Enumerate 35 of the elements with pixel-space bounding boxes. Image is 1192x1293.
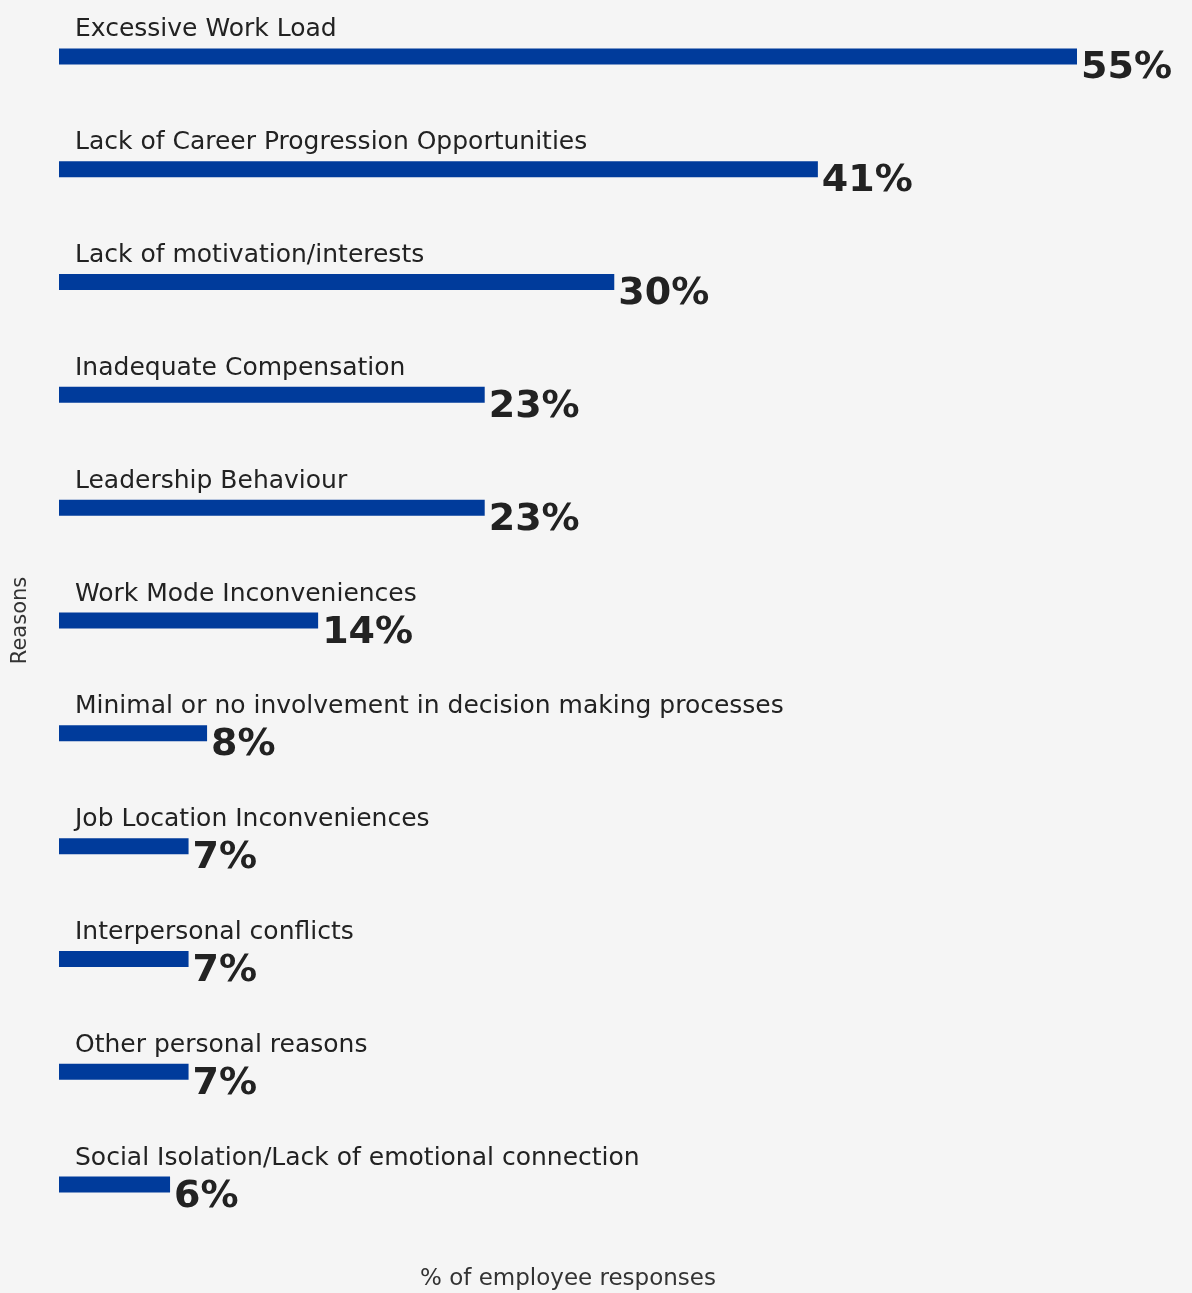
bar [59, 274, 615, 291]
y-tick-label: Inadequate Compensation [75, 351, 406, 381]
y-tick-label: Lack of motivation/interests [75, 239, 425, 269]
y-tick-label: Leadership Behaviour [75, 464, 348, 494]
data-label: 41% [821, 156, 913, 201]
y-tick-label: Job Location Inconveniences [73, 803, 430, 833]
bar [59, 950, 189, 967]
y-tick-label: Other personal reasons [75, 1028, 368, 1058]
data-label: 7% [192, 833, 258, 878]
bar [59, 499, 485, 516]
y-axis-title: Reasons [6, 576, 31, 665]
data-label: 8% [211, 720, 276, 765]
data-label: 6% [174, 1171, 239, 1216]
data-label: 7% [192, 1058, 258, 1103]
data-label: 23% [488, 494, 580, 539]
bar [59, 1063, 189, 1080]
bar [59, 612, 319, 629]
data-label: 7% [192, 945, 258, 990]
y-tick-label: Social Isolation/Lack of emotional connection [75, 1141, 640, 1171]
bar [59, 161, 818, 178]
bar [59, 1176, 171, 1193]
y-tick-label: Excessive Work Load [75, 13, 337, 43]
bar [59, 725, 208, 742]
y-tick-label: Minimal or no involvement in decision making processes [75, 690, 784, 720]
data-label: 55% [1081, 43, 1172, 88]
y-tick-label: Interpersonal conflicts [75, 915, 354, 945]
bar [59, 386, 485, 403]
y-tick-label: Work Mode Inconveniences [75, 577, 417, 607]
bar [59, 838, 189, 855]
data-label: 30% [618, 269, 710, 314]
y-tick-label: Lack of Career Progression Opportunities [75, 126, 588, 156]
data-label: 14% [322, 607, 414, 652]
bar [59, 48, 1077, 65]
x-axis-title: % of employee responses [420, 1263, 716, 1290]
data-label: 23% [488, 381, 580, 426]
